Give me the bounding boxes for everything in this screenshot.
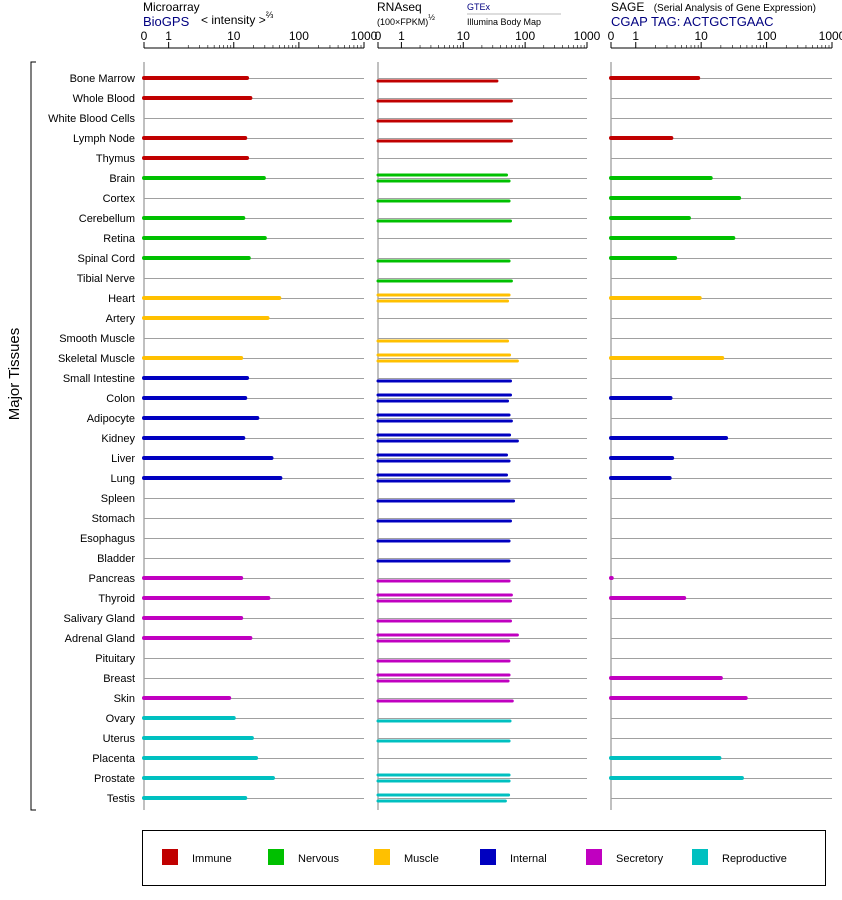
panel-rnaseq-title: RNAseq [377, 0, 422, 14]
panel-rnaseq-unit-sup: ½ [428, 13, 435, 22]
legend-swatch [162, 849, 178, 865]
tissue-label: Colon [106, 393, 135, 405]
panel-sage-title-note: (Serial Analysis of Gene Expression) [654, 3, 816, 14]
tissue-label: Thyroid [98, 593, 135, 605]
tissue-label: Retina [103, 233, 136, 245]
legend-label: Reproductive [722, 853, 787, 865]
legend-label: Muscle [404, 853, 439, 865]
x-tick-label: 10 [457, 29, 471, 43]
panel-rnaseq-unit: (100×FPKM)½ [377, 13, 435, 27]
tissue-label: Breast [103, 673, 135, 685]
x-tick-label: 0 [141, 29, 148, 43]
panel-microarray-unit-sup: ⅔ [266, 10, 274, 20]
tissue-label: Kidney [101, 433, 135, 445]
x-tick-label: 1000 [574, 29, 601, 43]
y-axis-label: Major Tissues [6, 328, 23, 421]
tissue-label: Salivary Gland [63, 613, 135, 625]
tissue-label: Skin [114, 693, 135, 705]
panel-sage-title: SAGE (Serial Analysis of Gene Expression… [611, 0, 816, 14]
legend-label: Immune [192, 853, 232, 865]
x-tick-label: 1000 [351, 29, 378, 43]
panel-sage-tag: CGAP TAG: ACTGCTGAAC [611, 14, 774, 29]
tissue-label: Bladder [97, 553, 135, 565]
legend-swatch [374, 849, 390, 865]
y-axis-bracket [30, 61, 36, 811]
tissue-label: Spinal Cord [78, 253, 135, 265]
legend-swatch [268, 849, 284, 865]
panel-rnaseq-source-illumina: Illumina Body Map [467, 17, 541, 27]
tissue-label: Thymus [96, 153, 136, 165]
tissue-label: Placenta [92, 753, 136, 765]
legend-label: Nervous [298, 853, 339, 865]
x-tick-label: 0 [608, 29, 615, 43]
tissue-label: Liver [111, 453, 135, 465]
x-tick-label: 1000 [819, 29, 842, 43]
tissue-label: Smooth Muscle [59, 333, 135, 345]
tissue-label: Esophagus [80, 533, 136, 545]
panel-rnaseq-source-gtex: GTEx [467, 2, 491, 12]
x-tick-label: 100 [515, 29, 535, 43]
legend-swatch [586, 849, 602, 865]
panel-microarray-unit: < intensity >⅔ [201, 10, 274, 27]
legend-item-nervous: Nervous [268, 849, 339, 865]
tissue-label: Ovary [106, 713, 136, 725]
tissue-label: Prostate [94, 773, 135, 785]
tissue-label: Cerebellum [79, 213, 135, 225]
x-tick-label: 100 [289, 29, 309, 43]
tissue-label: Cortex [103, 193, 136, 205]
x-tick-label: 1 [632, 29, 639, 43]
panel-sage: 0 1 10 100 1000 [608, 29, 842, 810]
legend-item-secretory: Secretory [586, 849, 664, 865]
legend-swatch [480, 849, 496, 865]
legend-item-reproductive: Reproductive [692, 849, 787, 865]
panel-rnaseq: 0 1 10 100 1000 [375, 29, 601, 810]
tissue-label: Whole Blood [73, 93, 135, 105]
tissue-label: Artery [106, 313, 136, 325]
panel-microarray-title: Microarray [143, 0, 200, 14]
legend-item-immune: Immune [162, 849, 232, 865]
x-tick-label: 100 [757, 29, 777, 43]
tissue-label: Uterus [103, 733, 136, 745]
legend-label: Internal [510, 853, 547, 865]
tissue-label: Pancreas [89, 573, 136, 585]
x-tick-label: 0 [375, 29, 382, 43]
legend-swatch [692, 849, 708, 865]
legend-item-muscle: Muscle [374, 849, 439, 865]
tissue-label: Bone Marrow [70, 73, 135, 85]
legend-label: Secretory [616, 853, 664, 865]
tissue-label: Stomach [92, 513, 135, 525]
x-tick-label: 1 [398, 29, 405, 43]
tissue-label: Skeletal Muscle [58, 353, 135, 365]
tissue-label: Brain [109, 173, 135, 185]
x-tick-label: 10 [694, 29, 708, 43]
tissue-label: Adipocyte [87, 413, 135, 425]
tissue-label: Pituitary [95, 653, 135, 665]
tissue-label: Lymph Node [73, 133, 135, 145]
panel-microarray-source: BioGPS [143, 14, 190, 29]
tissue-label: White Blood Cells [48, 113, 135, 125]
x-tick-label: 10 [227, 29, 241, 43]
tissue-label: Adrenal Gland [65, 633, 135, 645]
tissue-label: Lung [111, 473, 135, 485]
tissue-label: Heart [108, 293, 135, 305]
tissue-label: Small Intestine [63, 373, 135, 385]
tissue-label: Spleen [101, 493, 135, 505]
tissue-label: Testis [107, 793, 136, 805]
tissue-label: Tibial Nerve [77, 273, 135, 285]
legend-item-internal: Internal [480, 849, 547, 865]
x-tick-label: 1 [165, 29, 172, 43]
